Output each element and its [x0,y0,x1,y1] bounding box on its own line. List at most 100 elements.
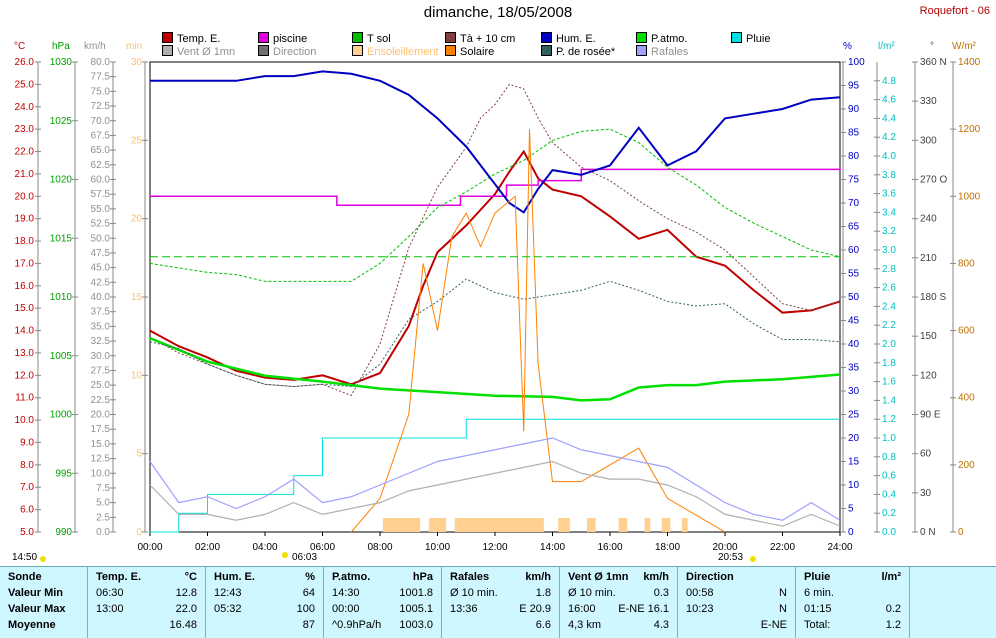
tick-label-min: 25 [131,135,143,146]
tick-label-rain: 0.2 [882,508,896,519]
tick-label-dir: 180 S [920,292,946,303]
legend-swatch [541,45,552,56]
tick-label-wind: 50.0 [91,233,111,244]
x-tick-label: 08:00 [367,542,392,553]
legend-item: piscine [258,32,307,45]
tick-label-temp: 22.0 [15,147,35,158]
sunshine-bar [428,518,447,532]
stats-value: 87 [302,619,315,631]
stats-cell: Total: [804,619,831,631]
tick-label-hum: 10 [848,480,860,491]
sunshine-bar [661,518,671,532]
legend-swatch [445,45,456,56]
stats-column: Temp. E. °C 06:30 12.8 13:00 22.0 16.48 [88,567,206,638]
series-line [149,460,841,527]
legend-label: Direction [273,46,317,58]
stats-row: Direction [678,570,795,584]
stats-row: Sonde [0,570,87,584]
stats-panel: Sonde Valeur Min Valeur Max Moyenne Temp. E.… [0,566,996,638]
tick-label-rain: 1.2 [882,414,896,425]
tick-label-sol: 1200 [958,124,981,135]
tick-label-temp: 7.0 [20,482,34,493]
legend-swatch [352,45,363,56]
tick-label-hum: 100 [848,57,865,68]
tick-label-temp: 18.0 [15,236,35,247]
tick-label-temp: 5.0 [20,527,34,538]
tick-label-temp: 13.0 [15,348,35,359]
tick-label-sol: 600 [958,326,975,337]
stats-value: 1.2 [885,619,901,631]
x-tick-label: 02:00 [195,542,220,553]
tick-label-hum: 55 [848,269,860,280]
x-tick-label: 04:00 [252,542,277,553]
stats-row: E-NE [678,618,795,632]
tick-label-dir: 240 [920,214,937,225]
sunshine-bar [382,518,421,532]
tick-label-hum: 95 [848,81,860,92]
tick-label-wind: 27.5 [91,365,111,376]
tick-label-rain: 1.8 [882,358,896,369]
stats-row: Pluie l/m² [796,570,909,584]
tick-label-hum: 15 [848,457,860,468]
axis-unit-wind: km/h [84,41,106,52]
legend-label: Hum. E. [556,33,596,45]
tick-label-wind: 45.0 [91,263,111,274]
tick-label-hum: 85 [848,128,860,139]
axis-unit-pres: hPa [52,41,70,52]
x-tick-label: 16:00 [597,542,622,553]
series-line [149,83,841,397]
tick-label-pres: 1025 [50,116,73,127]
tick-label-hum: 45 [848,316,860,327]
x-tick-label: 20:00 [712,542,737,553]
x-tick-label: 12:00 [482,542,507,553]
legend-label: Pluie [746,33,771,45]
stats-cell: 05:32 [214,603,242,615]
tick-label-hum: 5 [848,504,854,515]
tick-label-min: 15 [131,292,143,303]
tick-label-wind: 30.0 [91,351,111,362]
sunshine-bar [558,518,570,532]
stats-cell: 4,3 km [568,619,602,631]
tick-label-rain: 1.0 [882,433,896,444]
stats-cell: 6 min. [804,587,834,599]
stats-value: % [305,571,315,583]
legend-label: Solaire [460,46,495,58]
series-line [149,128,841,282]
stats-column: P.atmo. hPa 14:30 1001.8 00:00 1005.1 ^0.9hPa/… [324,567,442,638]
legend-label: T sol [367,33,391,45]
stats-row: ^0.9hPa/h 1003.0 [324,618,441,632]
legend-label: Tà + 10 cm [460,33,516,45]
tick-label-wind: 17.5 [91,424,111,435]
stats-cell: Vent Ø 1mn [568,571,629,583]
stats-value: E 20.9 [519,603,551,615]
sunrise-label: 06:03 [292,552,318,563]
x-tick-label: 06:00 [310,542,335,553]
sunset-icon [750,556,756,562]
legend-swatch [636,45,647,56]
tick-label-rain: 2.4 [882,301,896,312]
tick-label-temp: 6.0 [20,505,34,516]
stats-row: Temp. E. °C [88,570,205,584]
tick-label-hum: 70 [848,198,860,209]
tick-label-temp: 17.0 [15,258,35,269]
stats-cell: Direction [686,571,734,583]
tick-label-min: 0 [136,527,142,538]
left-time-label: 14:50 [12,552,38,563]
stats-cell: Rafales [450,571,490,583]
series-line [149,278,841,388]
stats-cell: Temp. E. [96,571,142,583]
stats-value: km/h [525,571,551,583]
tick-label-hum: 60 [848,245,860,256]
tick-label-temp: 9.0 [20,437,34,448]
tick-label-rain: 4.0 [882,151,896,162]
stats-value: N [779,587,787,599]
sunshine-bar [618,518,628,532]
legend-label: Rafales [651,46,689,58]
tick-label-dir: 270 O [920,175,947,186]
sunshine-bars [382,518,688,532]
series-line [149,149,841,386]
stats-row: 01:15 0.2 [796,602,909,616]
legend-swatch [258,32,269,43]
stats-row: 6 min. [796,586,909,600]
sun-icon [40,556,46,562]
